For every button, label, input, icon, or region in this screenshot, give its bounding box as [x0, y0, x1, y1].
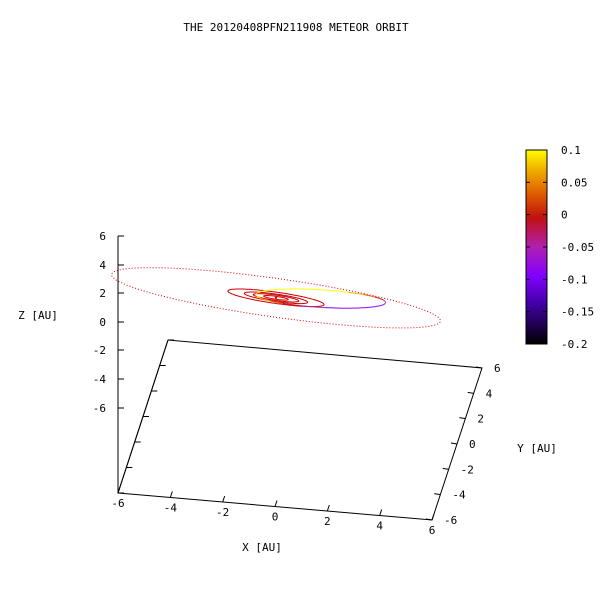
z-axis-label: Z [AU] — [18, 309, 58, 322]
y-tick-mark — [425, 518, 433, 521]
y-tick-label: -4 — [452, 489, 466, 502]
colorbar-tick-label: -0.2 — [561, 338, 588, 351]
colorbar-tick-label: 0.1 — [561, 144, 581, 157]
x-tick-label: 2 — [324, 515, 331, 528]
y-tick-label: 2 — [477, 413, 484, 426]
z-tick-label: -6 — [93, 402, 106, 415]
colorbar-tick-label: 0 — [561, 209, 568, 222]
y-tick-label: -6 — [444, 514, 457, 527]
x-tick-label: 4 — [376, 520, 383, 533]
colorbar-tick-label: -0.1 — [561, 273, 588, 286]
y-axis-label: Y [AU] — [517, 442, 557, 455]
z-tick-label: 2 — [99, 287, 106, 300]
colorbar-tick-label: -0.15 — [561, 306, 594, 319]
colorbar-tick-label: 0.05 — [561, 176, 588, 189]
x-tick-mark — [169, 491, 173, 498]
y-tick-mark — [475, 366, 483, 369]
y-tick-label: 4 — [486, 387, 493, 400]
y-tick-mark — [467, 391, 474, 394]
planet-orbit — [263, 295, 289, 301]
z-tick-label: 4 — [99, 259, 106, 272]
y-tick-mark — [450, 442, 458, 445]
chart-title: THE 20120408PFN211908 METEOR ORBIT — [183, 21, 409, 34]
planet-orbit — [227, 288, 325, 308]
x-tick-mark — [222, 495, 226, 503]
y-tick-label: -2 — [461, 463, 474, 476]
colorbar: 0.1 0.05 0 -0.05 -0.1 -0.15 -0.2 — [525, 144, 594, 351]
x-tick-label: -2 — [216, 506, 229, 519]
base-plane-frame — [117, 339, 483, 521]
z-tick-label: -2 — [93, 344, 106, 357]
x-tick-label: -6 — [111, 497, 124, 510]
x-tick-mark — [379, 509, 383, 516]
z-tick-label: 6 — [99, 230, 106, 243]
y-tick-mark — [459, 417, 466, 420]
colorbar-tick-label: -0.05 — [561, 241, 594, 254]
planet-orbit — [243, 291, 309, 305]
x-tick-mark — [117, 486, 121, 494]
orbit-lines — [111, 267, 441, 329]
x-axis-label: X [AU] — [242, 541, 282, 554]
y-tick-label: 6 — [494, 362, 501, 375]
sun-marker — [274, 296, 278, 299]
z-tick-label: -4 — [93, 373, 107, 386]
z-tick-label: 0 — [99, 316, 106, 329]
x-tick-mark — [274, 500, 278, 507]
y-tick-mark — [434, 493, 441, 496]
y-tick-mark — [442, 467, 449, 470]
x-tick-label: 0 — [272, 511, 279, 524]
x-tick-mark — [326, 504, 330, 512]
plot-frame — [117, 236, 483, 521]
x-tick-mark — [431, 513, 435, 521]
y-tick-label: 0 — [469, 438, 476, 451]
x-tick-label: -4 — [164, 502, 178, 515]
x-tick-label: 6 — [429, 524, 436, 537]
